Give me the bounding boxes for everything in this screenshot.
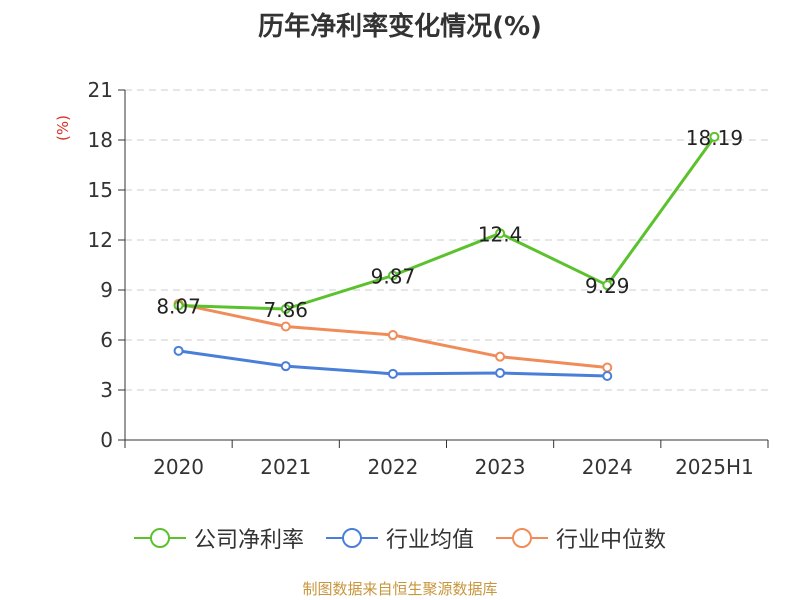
legend-marker-icon: [133, 528, 186, 548]
legend-label-industry-median: 行业中位数: [556, 528, 667, 553]
legend-item-company[interactable]: 公司净利率: [133, 522, 304, 554]
data-point: [495, 351, 506, 362]
chart-title: 历年净利率变化情况(%): [258, 12, 542, 42]
data-label: 12.4: [478, 222, 523, 246]
data-point: [280, 361, 291, 372]
data-point: [602, 280, 613, 291]
y-axis-label: (%): [54, 115, 72, 141]
x-tick-label: 2023: [475, 455, 526, 479]
legend-label-company: 公司净利率: [193, 528, 304, 553]
source-note: 制图数据来自恒生聚源数据库: [302, 580, 498, 598]
data-label: 7.86: [263, 298, 308, 322]
legend-item-industry-mean[interactable]: 行业均值: [325, 522, 474, 554]
x-tick-label: 2020: [153, 455, 204, 479]
data-point: [387, 270, 398, 281]
data-point: [602, 371, 613, 381]
y-tick-label: 3: [100, 378, 113, 402]
x-tick-label: 2025H1: [675, 455, 754, 479]
data-point: [602, 362, 613, 373]
y-tick-label: 9: [100, 278, 113, 302]
data-point: [280, 304, 291, 314]
data-label: 18.19: [686, 126, 743, 150]
legend-item-industry-median[interactable]: 行业中位数: [496, 522, 666, 554]
y-tick-label: 6: [100, 328, 113, 352]
y-tick-label: 18: [88, 128, 113, 152]
data-point: [495, 228, 506, 239]
data-label: 9.87: [371, 265, 416, 289]
data-point: [173, 300, 184, 311]
y-tick-label: 21: [88, 78, 113, 102]
legend-marker-icon: [325, 528, 378, 548]
y-tick-label: 0: [100, 428, 113, 452]
series-line: [178, 135, 716, 311]
data-point: [387, 330, 398, 340]
data-point: [280, 321, 291, 332]
data-point: [387, 368, 398, 379]
legend: 公司净利率 行业均值 行业中位数: [0, 520, 800, 556]
x-tick-label: 2021: [260, 455, 311, 479]
y-tick-label: 12: [88, 228, 113, 252]
data-point: [495, 368, 506, 378]
data-point: [173, 345, 184, 356]
x-tick-label: 2024: [582, 455, 633, 479]
data-point: [709, 131, 720, 142]
data-label: 8.07: [156, 295, 201, 319]
data-label: 9.29: [585, 274, 630, 298]
legend-label-industry-mean: 行业均值: [385, 528, 474, 553]
legend-marker-icon: [496, 528, 548, 548]
x-tick-label: 2022: [367, 455, 418, 479]
y-tick-label: 15: [88, 178, 113, 202]
